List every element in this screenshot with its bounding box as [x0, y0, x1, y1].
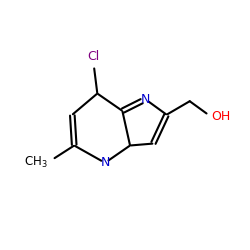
Text: N: N [100, 156, 110, 169]
Text: CH$_3$: CH$_3$ [24, 155, 47, 170]
Text: OH: OH [211, 110, 230, 123]
Text: N: N [141, 93, 150, 106]
Text: Cl: Cl [87, 50, 100, 63]
